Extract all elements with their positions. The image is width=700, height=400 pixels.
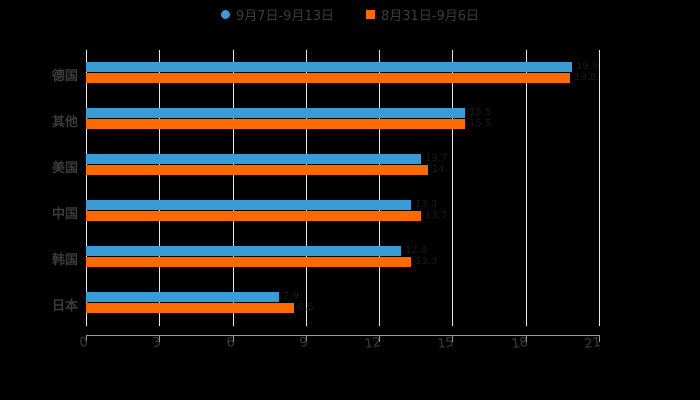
y-axis-category-label: 其他 <box>51 115 78 130</box>
legend-item-series-2[interactable]: 8月31日-9月6日 <box>366 5 480 24</box>
bar-value-label: 13.3 <box>415 256 438 267</box>
x-axis-tick <box>599 335 600 342</box>
gridline <box>233 50 234 326</box>
x-axis-tick <box>159 335 160 342</box>
bar-series-1[interactable] <box>86 200 411 210</box>
x-axis-tick-label: 9 <box>298 334 309 351</box>
gridline <box>379 50 380 326</box>
y-axis-category-label: 中国 <box>51 207 78 222</box>
bar-series-2[interactable] <box>86 211 421 221</box>
gridline <box>526 50 527 326</box>
legend-item-series-1[interactable]: 9月7日-9月13日 <box>220 5 334 24</box>
bar-series-1[interactable] <box>86 292 279 302</box>
bar-value-label: 14 <box>432 164 445 175</box>
bar-series-1[interactable] <box>86 246 401 256</box>
x-axis-tick-label: 6 <box>225 334 236 351</box>
legend-label: 9月7日-9月13日 <box>235 8 334 24</box>
y-axis-category-label: 美国 <box>51 161 78 176</box>
x-axis-tick-label: 0 <box>78 334 89 351</box>
x-axis-tick <box>452 335 453 342</box>
x-axis-tick-label: 18 <box>510 334 529 353</box>
y-axis-category-label: 韩国 <box>51 253 78 268</box>
bar-value-label: 13.3 <box>415 199 438 210</box>
x-axis-tick <box>86 335 87 342</box>
x-axis-tick <box>306 335 307 342</box>
x-axis-tick <box>526 335 527 342</box>
chart-legend: 9月7日-9月13日 8月31日-9月6日 <box>0 5 700 24</box>
x-axis-line <box>86 335 600 336</box>
legend-label: 8月31日-9月6日 <box>381 8 480 24</box>
bar-series-1[interactable] <box>86 62 572 72</box>
y-axis-category-label: 德国 <box>51 69 78 84</box>
bar-value-label: 15.5 <box>469 118 492 129</box>
bar-series-2[interactable] <box>86 257 411 267</box>
legend-marker-circle-icon <box>220 9 230 19</box>
y-axis-category-label: 日本 <box>51 299 78 314</box>
bar-series-2[interactable] <box>86 73 570 83</box>
bar-value-label: 19.8 <box>574 72 597 83</box>
bar-value-label: 19.9 <box>576 61 599 72</box>
x-axis-tick <box>379 335 380 342</box>
gridline <box>159 50 160 326</box>
legend-marker-square-icon <box>366 9 375 19</box>
bar-value-label: 13.7 <box>425 153 448 164</box>
gridline <box>452 50 453 326</box>
bar-series-2[interactable] <box>86 165 428 175</box>
bar-series-2[interactable] <box>86 303 294 313</box>
x-axis-tick-label: 21 <box>583 334 602 353</box>
bar-value-label: 13.7 <box>425 210 448 221</box>
bar-series-2[interactable] <box>86 119 465 129</box>
bar-value-label: 8.5 <box>298 302 314 313</box>
x-axis-tick-label: 12 <box>363 334 382 353</box>
bar-value-label: 12.9 <box>405 245 428 256</box>
x-axis-tick-label: 3 <box>151 334 162 351</box>
bar-series-1[interactable] <box>86 154 421 164</box>
bar-series-1[interactable] <box>86 108 465 118</box>
gridline <box>599 50 600 326</box>
gridline <box>86 50 87 326</box>
x-axis-tick <box>233 335 234 342</box>
bar-value-label: 7.9 <box>283 291 299 302</box>
bar-value-label: 15.5 <box>469 107 492 118</box>
gridline <box>306 50 307 326</box>
x-axis-tick-label: 15 <box>436 334 455 353</box>
